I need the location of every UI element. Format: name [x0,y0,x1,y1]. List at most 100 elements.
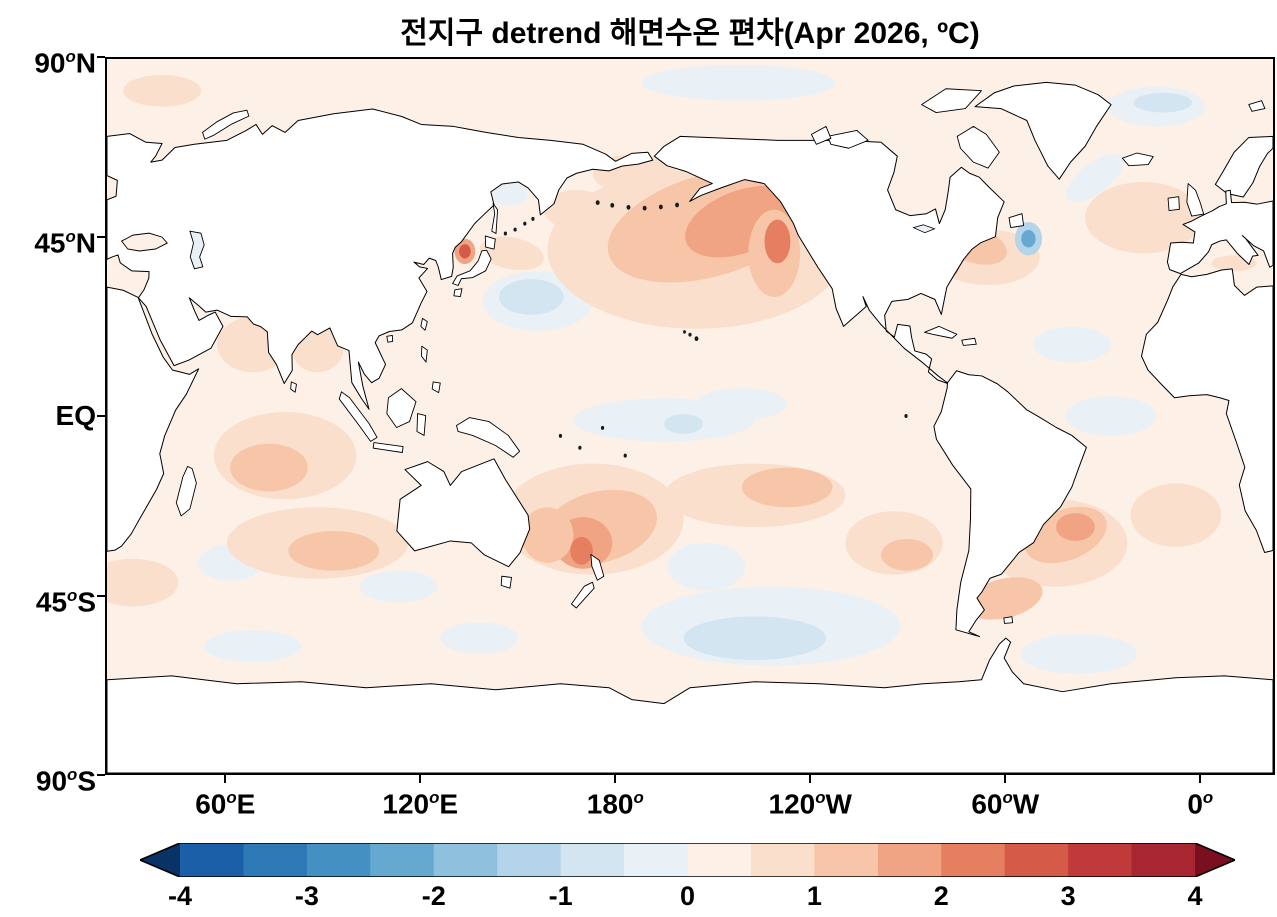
y-tick-label: EQ [55,400,96,431]
y-tick-mark [97,56,105,58]
y-tick-mark [97,594,105,597]
island-honshu [453,250,492,285]
cool-anomaly-layer [197,64,1205,674]
colorbar-tick-label: 4 [1187,881,1203,911]
landmass-north-america [654,136,1004,384]
colorbar: -4 -3 -2 -1 0 1 2 3 4 [140,843,1235,917]
x-tick-mark [809,775,812,783]
x-tick-mark [224,775,227,783]
x-tick-mark [1004,775,1007,783]
sea-great-lakes [913,225,934,233]
island-ireland [1168,197,1179,211]
colorbar-tick-label: -2 [421,881,446,911]
landmass-eurasia [107,109,653,409]
island-cuba [924,326,956,338]
y-tick-mark [97,235,105,238]
island-hokkaido [485,236,495,249]
colorbar-extend-left [140,843,180,877]
island-victoria [828,130,868,148]
x-tick-label: 180o [586,788,644,820]
y-tick-mark [97,774,105,776]
island-svalbard [1249,101,1265,112]
world-map [107,59,1273,773]
x-tick-label: 60oW [971,788,1040,820]
colorbar-segment [180,843,245,877]
landmass-antarctica [107,638,1273,773]
island-sakhalin [492,203,498,233]
x-tick-mark [614,775,617,783]
island-sulawesi [417,414,426,436]
y-tick-mark [97,415,105,417]
landmass-south-america [934,371,1087,637]
island-newfoundland [1009,214,1024,228]
landmass-greenland [975,82,1111,179]
landmass-africa-east [107,287,199,551]
island-ellesmere [922,89,982,113]
colorbar-segment [877,843,942,877]
colorbar-segment [1004,843,1069,877]
colorbar-tick-label: -4 [167,881,192,911]
colorbar-tick-label: 3 [1060,881,1076,911]
colorbar-segment [1131,843,1196,877]
island-java [373,443,403,453]
colorbar-tick-label: 0 [679,881,696,911]
island-novaya-zemlya [203,110,249,139]
colorbar-segment [941,843,1006,877]
colorbar-segment [497,843,562,877]
x-tick-mark [419,775,422,783]
island-hispaniola [962,338,977,345]
map-plot [105,57,1275,775]
landmass-africa-west [1142,269,1273,553]
x-tick-label: 120oW [768,788,852,820]
colorbar-segment [814,843,879,877]
island-dots [503,200,908,458]
landmasses [107,82,1273,773]
chart-title: 전지구 detrend 해면수온 편차(Apr 2026, ºC) [400,17,980,50]
y-tick-label: 90oN [34,47,96,79]
x-tick-mark [1199,775,1202,783]
colorbar-tick-label: -1 [548,881,573,911]
island-new-guinea [456,418,519,458]
colorbar-segment [687,843,752,877]
colorbar-segment [370,843,435,877]
x-tick-label: 0o [1187,788,1214,820]
island-nz-north [591,554,604,580]
sea-caspian [190,231,204,269]
new-zealand-hot-spot [570,536,593,565]
landmass-scandinavia [1215,136,1273,197]
island-kyushu [454,289,462,297]
y-tick-label: 45oS [35,585,96,617]
island-borneo [387,389,416,428]
sea-black-sea [122,233,168,251]
x-tick-label: 120oE [382,788,459,820]
island-tasmania [501,576,511,588]
colorbar-tick-label: 2 [933,881,949,911]
colorbar-tick-label: -3 [294,881,319,911]
island-mindanao [432,382,440,393]
island-banks [811,126,830,144]
colorbar-segment [433,843,498,877]
colorbar-segment [560,843,625,877]
colorbar-segment [624,843,689,877]
island-falklands [1004,617,1013,624]
island-hainan [387,335,393,342]
y-tick-label: 90oS [35,765,96,797]
island-sri-lanka [291,382,297,392]
island-madagascar [176,466,196,516]
colorbar-segment [243,843,308,877]
island-nz-south [571,582,594,608]
island-iceland [1122,153,1153,166]
island-sumatra [339,392,377,442]
colorbar-extend-right [1195,843,1235,877]
colorbar-segment [750,843,815,877]
colorbar-strip [140,843,1235,877]
colorbar-tick-label: 1 [806,881,822,911]
colorbar-segment [1068,843,1133,877]
colorbar-segment [306,843,371,877]
island-luzon [421,346,427,362]
y-tick-label: 45oN [34,226,96,258]
island-great-britain [1187,184,1204,217]
island-baffin [957,126,999,168]
landmass-europe-west [1167,190,1273,273]
